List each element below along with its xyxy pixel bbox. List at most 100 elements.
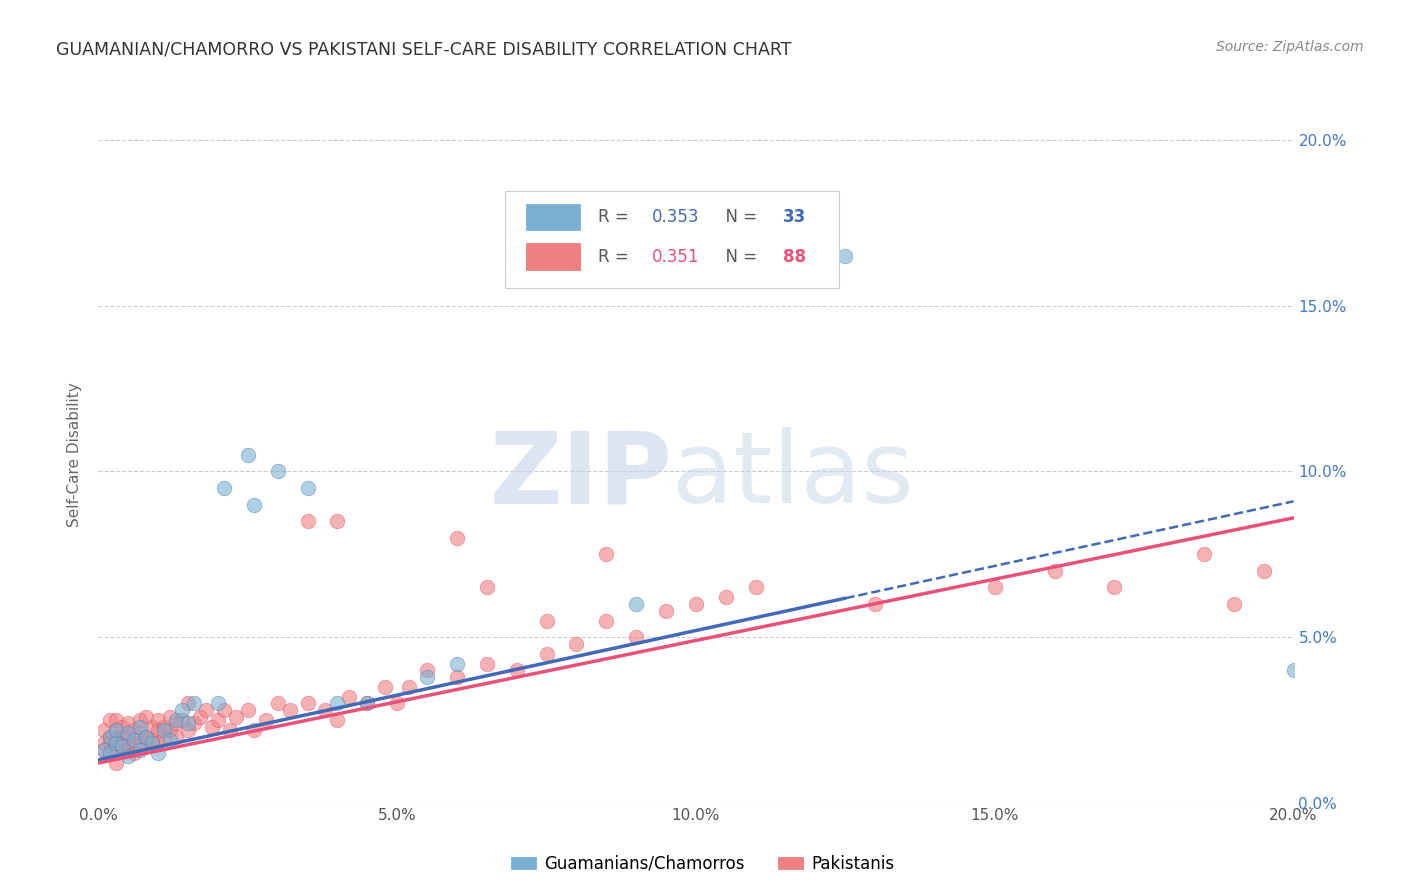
Point (153, 730, 176, 744)
Point (183, 716, 205, 731)
Point (236, 703, 259, 717)
Point (219, 723, 242, 737)
Point (135, 730, 157, 744)
Point (105, 743, 128, 757)
Point (105, 756, 128, 770)
Point (374, 680, 396, 694)
Point (177, 723, 200, 737)
Text: N =: N = (716, 248, 762, 266)
Point (475, 657, 498, 671)
Point (506, 663, 529, 677)
Point (117, 749, 139, 764)
Point (165, 716, 187, 731)
Point (129, 726, 152, 740)
FancyBboxPatch shape (505, 191, 839, 288)
Point (207, 697, 229, 711)
Point (315, 703, 337, 717)
Point (98, 730, 122, 744)
Point (446, 657, 468, 671)
Point (326, 514, 349, 528)
Point (626, 597, 648, 611)
Point (655, 604, 678, 618)
Point (148, 723, 170, 737)
Text: GUAMANIAN/CHAMORRO VS PAKISTANI SELF-CARE DISABILITY CORRELATION CHART: GUAMANIAN/CHAMORRO VS PAKISTANI SELF-CAR… (56, 40, 792, 58)
Point (745, 581, 768, 595)
Point (536, 614, 558, 628)
Point (446, 531, 468, 545)
Point (416, 670, 439, 684)
Point (129, 739, 152, 754)
Point (297, 697, 319, 711)
Point (267, 465, 290, 479)
Point (93, 736, 115, 750)
Point (124, 746, 146, 760)
Point (148, 736, 170, 750)
Point (595, 614, 617, 628)
Point (177, 697, 200, 711)
Text: atlas: atlas (672, 427, 914, 524)
Point (398, 680, 420, 694)
Point (595, 547, 617, 561)
Text: R =: R = (598, 248, 634, 266)
Point (135, 709, 157, 723)
Text: 33: 33 (783, 208, 807, 226)
Text: Source: ZipAtlas.com: Source: ZipAtlas.com (1216, 40, 1364, 54)
Point (135, 736, 157, 750)
Point (135, 730, 157, 744)
Point (124, 732, 146, 747)
Point (129, 713, 152, 727)
Text: N =: N = (716, 208, 762, 226)
Point (834, 249, 856, 263)
Point (141, 732, 163, 747)
Bar (526, 244, 581, 270)
Point (1104, 581, 1126, 595)
Point (124, 736, 146, 750)
Point (254, 713, 277, 727)
Text: 0.353: 0.353 (652, 208, 699, 226)
Point (141, 720, 163, 734)
Point (1192, 547, 1215, 561)
Point (326, 713, 349, 727)
Point (183, 697, 205, 711)
Point (243, 723, 266, 737)
Point (188, 709, 211, 723)
Point (117, 730, 139, 744)
Point (177, 716, 200, 731)
Point (111, 739, 134, 754)
Point (117, 736, 139, 750)
Point (105, 736, 128, 750)
Text: R =: R = (598, 208, 634, 226)
Point (105, 723, 128, 737)
Point (1223, 597, 1246, 611)
Point (1282, 663, 1305, 677)
Point (153, 720, 176, 734)
Point (159, 732, 181, 747)
Point (117, 743, 139, 757)
Point (536, 647, 558, 661)
Point (172, 713, 194, 727)
Point (207, 713, 229, 727)
Point (243, 498, 266, 512)
Point (117, 716, 139, 731)
Point (129, 743, 152, 757)
Point (111, 739, 134, 754)
Point (159, 709, 181, 723)
Point (98, 746, 122, 760)
Text: 0.351: 0.351 (652, 248, 699, 266)
Point (326, 697, 349, 711)
Point (385, 697, 409, 711)
Point (212, 481, 235, 495)
Point (236, 448, 259, 462)
Point (297, 481, 319, 495)
Point (565, 637, 588, 651)
Point (98, 746, 122, 760)
Point (1253, 564, 1275, 578)
Point (356, 697, 378, 711)
Point (98, 730, 122, 744)
Text: ZIP: ZIP (489, 427, 672, 524)
Point (148, 746, 170, 760)
Point (165, 713, 187, 727)
Point (117, 726, 139, 740)
Point (105, 732, 128, 747)
Y-axis label: Self-Care Disability: Self-Care Disability (67, 383, 83, 527)
